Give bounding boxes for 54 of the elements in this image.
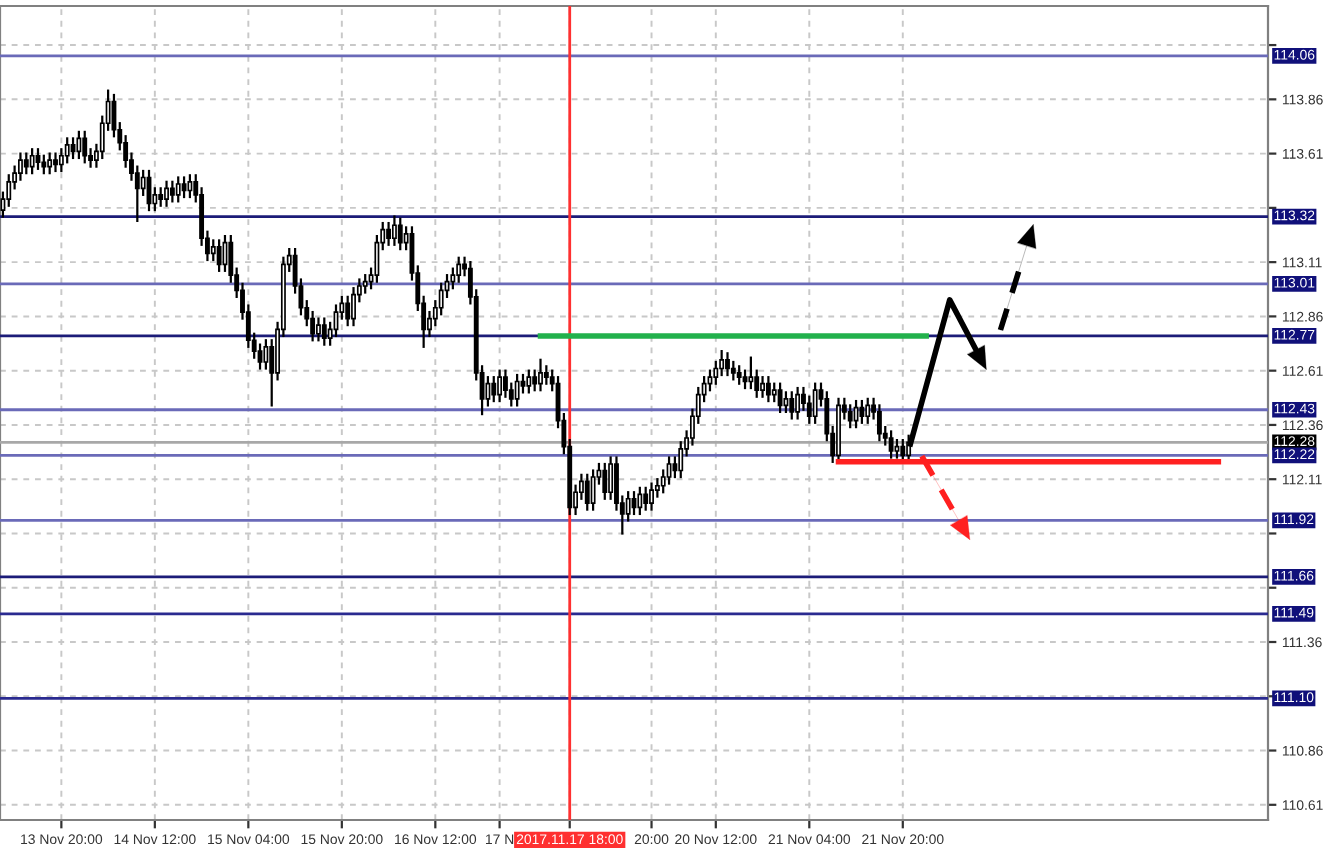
candlestick: [321, 317, 327, 346]
candlestick: [345, 295, 351, 327]
candlestick: [789, 391, 795, 420]
candlestick: [643, 486, 649, 511]
candlestick: [777, 382, 783, 414]
candlestick: [82, 130, 88, 164]
candlestick: [164, 180, 169, 207]
candlestick: [47, 152, 53, 175]
candlestick: [397, 217, 403, 251]
candlestick: [497, 369, 503, 403]
candlestick: [765, 376, 771, 403]
candlestick: [169, 180, 175, 203]
candlestick: [210, 239, 216, 262]
candlestick: [64, 137, 70, 164]
candlestick: [23, 152, 29, 175]
candlestick: [391, 215, 397, 246]
candlestick: [666, 456, 672, 485]
candlestick: [637, 486, 643, 516]
candlestick: [175, 176, 181, 203]
candlestick: [386, 221, 392, 246]
candlestick: [649, 482, 654, 511]
candlestick: [865, 397, 871, 424]
candlestick: [316, 317, 321, 342]
candlestick: [795, 386, 801, 420]
candlestick: [456, 256, 462, 283]
candlestick: [719, 350, 725, 377]
candlestick: [602, 462, 608, 500]
candlestick: [538, 358, 543, 392]
candlestick: [888, 430, 894, 459]
candlestick: [812, 382, 818, 424]
candlestick: [526, 369, 532, 394]
candlestick: [216, 239, 222, 272]
candlestick: [514, 373, 520, 407]
candlestick: [806, 395, 812, 424]
candlestick: [760, 376, 765, 398]
candlestick: [491, 376, 497, 403]
candlestick: [672, 456, 678, 479]
candlestick: [140, 169, 146, 196]
candlestick: [485, 376, 491, 407]
candlestick: [29, 148, 35, 175]
candlestick: [584, 473, 590, 511]
candlestick: [859, 399, 865, 424]
candlestick: [76, 130, 82, 160]
candlestick: [590, 469, 596, 511]
candlestick: [876, 404, 882, 442]
candlestick: [53, 152, 58, 173]
candlestick: [725, 352, 730, 377]
candlestick: [18, 152, 23, 181]
candlestick: [783, 391, 789, 414]
candlestick: [748, 356, 754, 390]
candlestick: [181, 176, 187, 199]
candlestick: [263, 339, 269, 370]
candlestick: [187, 174, 193, 199]
candlestick: [847, 404, 853, 429]
